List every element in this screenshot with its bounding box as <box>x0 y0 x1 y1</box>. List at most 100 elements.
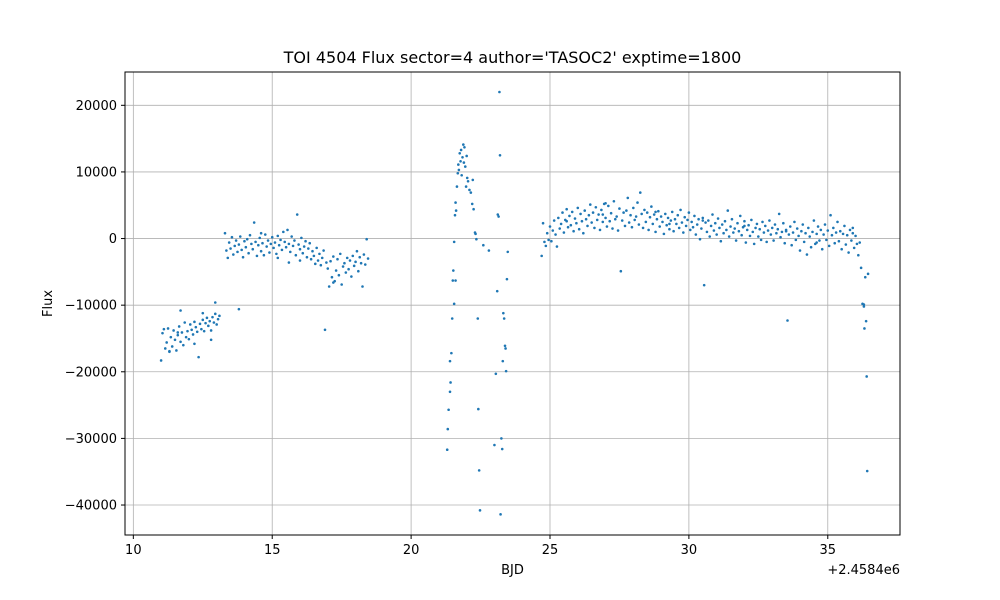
data-point <box>654 210 657 214</box>
data-point <box>543 240 546 244</box>
data-point <box>586 224 589 228</box>
plot-frame <box>124 71 901 536</box>
data-point <box>270 235 274 239</box>
data-point <box>587 213 591 217</box>
data-point <box>715 233 718 236</box>
data-point <box>725 228 728 232</box>
data-point <box>280 248 284 252</box>
data-point <box>851 231 855 235</box>
data-point <box>598 228 602 232</box>
data-point <box>755 222 759 226</box>
data-point <box>190 328 193 332</box>
data-point <box>288 250 292 254</box>
data-point <box>859 266 863 270</box>
data-point <box>576 206 580 210</box>
data-point <box>504 369 508 373</box>
data-point <box>573 217 577 220</box>
data-point <box>619 269 623 273</box>
x-tick-label: 20 <box>403 543 420 558</box>
data-point <box>241 255 245 259</box>
data-point <box>309 257 313 261</box>
data-point <box>487 249 491 252</box>
data-point <box>588 203 592 206</box>
data-point <box>686 218 689 222</box>
data-point <box>591 211 595 214</box>
data-point <box>365 237 368 241</box>
data-point <box>230 235 234 239</box>
data-point <box>613 217 617 221</box>
data-point <box>594 205 598 209</box>
data-point <box>352 264 356 268</box>
data-point <box>695 223 699 226</box>
data-point <box>644 220 648 224</box>
data-point <box>805 253 809 256</box>
data-point <box>680 221 684 224</box>
data-point <box>752 242 756 246</box>
data-point <box>325 261 328 264</box>
data-point <box>590 221 593 224</box>
data-point <box>857 253 860 257</box>
data-point <box>454 201 457 204</box>
data-point <box>501 359 505 363</box>
data-point <box>682 231 685 234</box>
data-point <box>338 252 342 256</box>
data-point <box>580 219 584 223</box>
data-point <box>705 230 709 234</box>
data-point <box>730 217 734 221</box>
data-point <box>232 253 235 256</box>
data-point <box>786 319 789 322</box>
data-point <box>618 207 621 210</box>
data-point <box>194 325 198 329</box>
data-point <box>723 219 727 223</box>
data-point <box>323 328 327 332</box>
data-point <box>677 226 681 230</box>
data-point <box>608 219 612 223</box>
data-point <box>793 220 796 224</box>
data-point <box>866 272 870 276</box>
data-point <box>627 221 631 224</box>
data-point <box>816 225 820 228</box>
data-point <box>313 262 317 266</box>
data-point <box>301 251 305 255</box>
data-point <box>775 231 778 235</box>
data-point <box>330 275 334 279</box>
data-point <box>701 216 705 220</box>
data-point <box>287 242 291 246</box>
data-point <box>754 226 757 230</box>
data-point <box>340 283 343 286</box>
data-point <box>223 231 227 235</box>
data-point <box>812 219 816 222</box>
data-point <box>862 305 866 308</box>
data-point <box>506 250 510 254</box>
data-point <box>865 375 868 378</box>
data-point <box>638 191 642 194</box>
data-point <box>204 321 207 325</box>
data-point <box>213 312 217 316</box>
data-point <box>629 213 632 217</box>
data-point <box>209 329 213 332</box>
data-point <box>779 235 782 239</box>
data-point <box>704 221 707 224</box>
data-point <box>780 230 784 234</box>
data-point <box>544 244 548 248</box>
data-point <box>712 229 716 232</box>
data-point <box>216 317 220 321</box>
data-point <box>637 223 641 226</box>
y-tick-label: −10000 <box>65 299 117 314</box>
data-point <box>676 213 680 217</box>
data-point <box>711 213 714 216</box>
data-point <box>195 330 199 334</box>
data-point <box>283 240 287 244</box>
data-point <box>456 171 460 175</box>
data-point <box>358 255 362 259</box>
data-point <box>472 207 475 211</box>
data-point <box>684 224 688 228</box>
data-point <box>863 275 867 279</box>
data-point <box>496 213 500 216</box>
data-point <box>622 211 625 214</box>
data-point <box>787 233 791 236</box>
data-point <box>865 469 869 473</box>
data-point <box>316 259 320 262</box>
